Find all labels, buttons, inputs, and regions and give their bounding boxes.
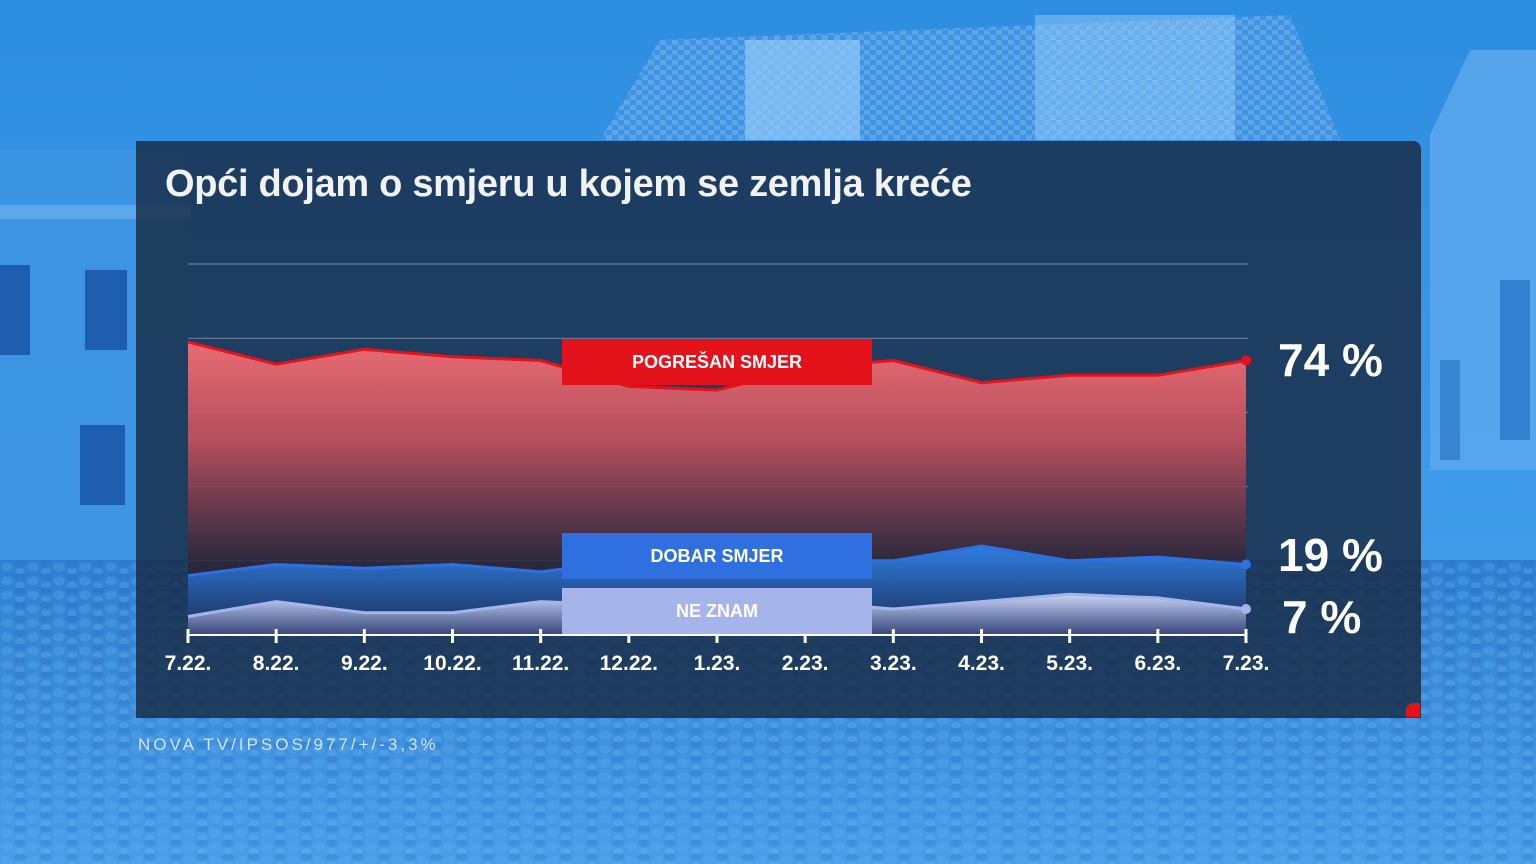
series-label-text: POGREŠAN SMJER — [631, 352, 803, 372]
end-value-good-direction: 19 % — [1278, 529, 1383, 581]
series-label-good-direction: DOBAR SMJER — [562, 533, 872, 579]
x-tick-label: 5.23. — [1046, 652, 1094, 675]
series-label-wrong-direction: POGREŠAN SMJER — [562, 339, 872, 385]
corner-accent — [1406, 703, 1420, 717]
end-value-dont-know: 7 % — [1282, 591, 1362, 643]
end-value-wrong-direction: 74 % — [1278, 334, 1383, 386]
x-tick-label: 12.22. — [599, 652, 659, 675]
x-tick-label: 8.22. — [252, 652, 300, 675]
data-point-good-direction — [1241, 559, 1251, 570]
series-label-dont-know: NE ZNAM — [562, 588, 872, 634]
x-tick-label: 9.22. — [340, 652, 388, 675]
x-tick-label: 2.23. — [781, 652, 829, 675]
chart-title: Opći dojam o smjeru u kojem se zemlja kr… — [165, 163, 972, 205]
data-point-dont-know — [1241, 604, 1251, 615]
line-wrong-direction — [187, 340, 1247, 392]
series-label-text: DOBAR SMJER — [650, 546, 784, 566]
x-tick-label: 7.22. — [164, 652, 212, 675]
x-tick-label: 10.22. — [423, 652, 482, 675]
x-tick-label: 3.23. — [869, 652, 917, 675]
x-tick-label: 6.23. — [1134, 652, 1182, 675]
x-tick-label: 7.23. — [1222, 652, 1270, 675]
source-note: NOVA TV/IPSOS/977/+/-3,3% — [138, 735, 439, 754]
x-tick-label: 4.23. — [958, 652, 1005, 675]
x-tick-label: 11.22. — [512, 652, 570, 675]
x-tick-label: 1.23. — [693, 652, 741, 675]
data-point-wrong-direction — [1241, 355, 1251, 366]
series-label-text: NE ZNAM — [676, 601, 758, 621]
